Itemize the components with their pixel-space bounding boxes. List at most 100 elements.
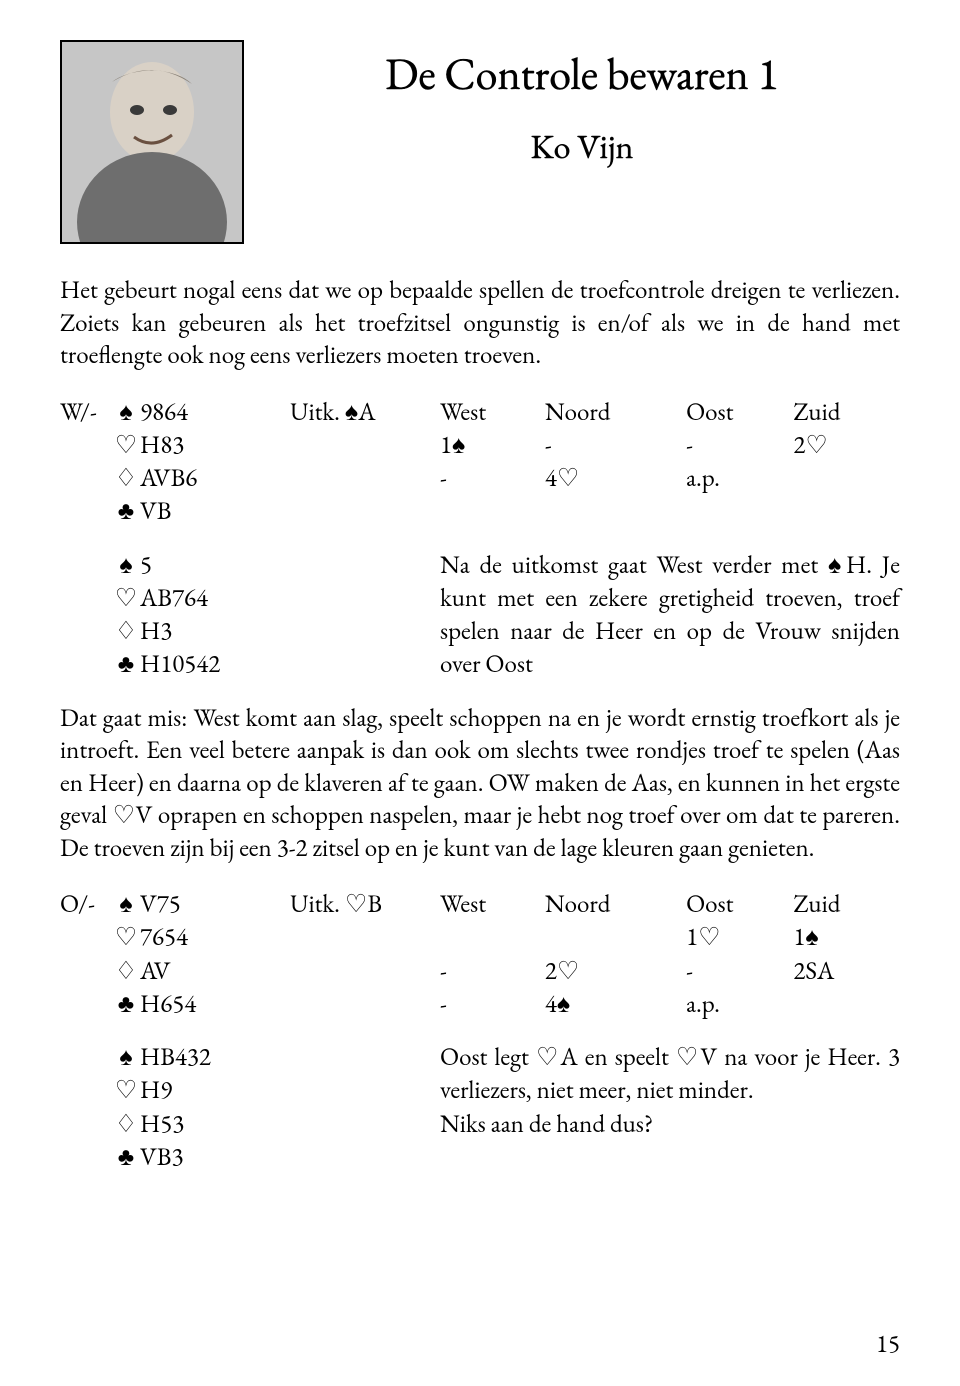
deal1-bidding: West Noord Oost Zuid 1♠ - - 2♡ - 4♡ a.p. (440, 396, 900, 529)
bid-cell: - (545, 429, 686, 462)
deal2-south-block: ♠HB432 ♡H9 ♢H53 ♣VB3 Oost legt ♡A en spe… (60, 1041, 900, 1174)
author-photo (60, 40, 244, 244)
bid-header: West (440, 888, 545, 921)
bid-cell: a.p. (686, 462, 793, 495)
bid-cell: - (440, 955, 545, 988)
hand-cards: AVB6 (140, 462, 197, 494)
hand-cards: AV (140, 955, 171, 987)
spade-icon: ♠ (828, 549, 846, 581)
spade-icon: ♠ (112, 888, 140, 921)
text: Oost legt (440, 1041, 536, 1073)
spade-icon: ♠ (112, 1041, 140, 1074)
heart-icon: ♡ (112, 429, 140, 462)
hand-cards: 5 (140, 549, 152, 581)
deal1-north-block: W/-♠9864 ♡H83 ♢AVB6 ♣VB Uitk. ♠A West No… (60, 396, 900, 529)
lead-card: B (367, 888, 382, 920)
deal1-south-block: ♠5 ♡AB764 ♢H3 ♣H10542 Na de uitkomst gaa… (60, 549, 900, 682)
bid-header: Noord (545, 888, 686, 921)
dealer-vul: O/- (60, 888, 112, 921)
club-icon: ♣ (112, 1141, 140, 1174)
hand-cards: H10542 (140, 648, 220, 680)
diamond-icon: ♢ (112, 955, 140, 988)
hand-cards: H9 (140, 1074, 172, 1106)
dealer-vul: W/- (60, 396, 112, 429)
page: De Controle bewaren 1 Ko Vijn Het gebeur… (0, 0, 960, 1386)
hand-cards: VB (140, 495, 171, 527)
header: De Controle bewaren 1 Ko Vijn (60, 40, 900, 244)
bid-cell (793, 988, 900, 1021)
lead-card: A (358, 396, 375, 428)
hand-cards: 9864 (140, 396, 188, 428)
heart-icon: ♡ (345, 888, 367, 920)
bid-cell (440, 921, 545, 954)
spade-icon: ♠ (112, 549, 140, 582)
bidding-table: West Noord Oost Zuid 1♠ - - 2♡ - 4♡ a.p. (440, 396, 900, 496)
club-icon: ♣ (112, 648, 140, 681)
spade-icon: ♠ (345, 396, 358, 428)
deal2-bidding: West Noord Oost Zuid 1♡ 1♠ - 2♡ - 2SA (440, 888, 900, 1021)
bid-cell (793, 462, 900, 495)
diamond-icon: ♢ (112, 462, 140, 495)
heart-icon: ♡ (536, 1041, 560, 1073)
text: V oprapen en schoppen naspelen, maar je … (60, 799, 900, 864)
bid-cell: 1♠ (793, 921, 900, 954)
hand-cards: V75 (140, 888, 181, 920)
bid-cell: - (686, 429, 793, 462)
bid-header: West (440, 396, 545, 429)
hand-cards: H53 (140, 1108, 184, 1140)
text: A en speelt (560, 1041, 676, 1073)
bid-cell (545, 921, 686, 954)
club-icon: ♣ (112, 988, 140, 1021)
hand-cards: H83 (140, 429, 184, 461)
text: Niks aan de hand dus? (440, 1108, 653, 1140)
bid-header: Oost (686, 396, 793, 429)
lead-label: Uitk. (290, 888, 345, 920)
bid-header: Zuid (793, 888, 900, 921)
heart-icon: ♡ (113, 799, 136, 831)
heart-icon: ♡ (676, 1041, 700, 1073)
bid-cell: 2SA (793, 955, 900, 988)
bid-header: Oost (686, 888, 793, 921)
bid-cell: - (440, 462, 545, 495)
heart-icon: ♡ (112, 582, 140, 615)
bid-header: Zuid (793, 396, 900, 429)
bid-cell: 4♡ (545, 462, 686, 495)
deal2-commentary: Oost legt ♡A en speelt ♡V na voor je Hee… (440, 1041, 900, 1174)
bid-cell: 4♠ (545, 988, 686, 1021)
hand-cards: AB764 (140, 582, 208, 614)
deal2-lead: Uitk. ♡B (290, 888, 430, 1021)
hand-cards: HB432 (140, 1041, 211, 1073)
deal1-south-hand: ♠5 ♡AB764 ♢H3 ♣H10542 (60, 549, 280, 682)
heart-icon: ♡ (112, 921, 140, 954)
spade-icon: ♠ (112, 396, 140, 429)
bid-cell: 2♡ (545, 955, 686, 988)
bidding-table: West Noord Oost Zuid 1♡ 1♠ - 2♡ - 2SA (440, 888, 900, 1021)
bid-cell: - (440, 988, 545, 1021)
bid-cell: - (686, 955, 793, 988)
page-number: 15 (876, 1328, 900, 1360)
bid-cell: a.p. (686, 988, 793, 1021)
intro-paragraph: Het gebeurt nogal eens dat we op bepaald… (60, 274, 900, 372)
title-block: De Controle bewaren 1 Ko Vijn (264, 40, 900, 169)
hand-cards: 7654 (140, 921, 188, 953)
bid-cell: 1♡ (686, 921, 793, 954)
deal2-north-hand: O/-♠V75 ♡7654 ♢AV ♣H654 (60, 888, 280, 1021)
author-name: Ko Vijn (264, 125, 900, 169)
heart-icon: ♡ (112, 1074, 140, 1107)
bid-cell: 2♡ (793, 429, 900, 462)
deal2-south-hand: ♠HB432 ♡H9 ♢H53 ♣VB3 (60, 1041, 280, 1174)
hand-cards: H654 (140, 988, 196, 1020)
bid-cell: 1♠ (440, 429, 545, 462)
deal1-commentary: Na de uitkomst gaat West verder met ♠H. … (440, 549, 900, 682)
article-title: De Controle bewaren 1 (264, 46, 900, 103)
text: Na de uitkomst gaat West verder met (440, 549, 828, 581)
mid-paragraph: Dat gaat mis: West komt aan slag, speelt… (60, 702, 900, 865)
diamond-icon: ♢ (112, 615, 140, 648)
deal2-north-block: O/-♠V75 ♡7654 ♢AV ♣H654 Uitk. ♡B West No… (60, 888, 900, 1021)
bid-header: Noord (545, 396, 686, 429)
deal1-lead: Uitk. ♠A (290, 396, 430, 529)
deal1-north-hand: W/-♠9864 ♡H83 ♢AVB6 ♣VB (60, 396, 280, 529)
lead-label: Uitk. (290, 396, 345, 428)
hand-cards: H3 (140, 615, 172, 647)
diamond-icon: ♢ (112, 1108, 140, 1141)
